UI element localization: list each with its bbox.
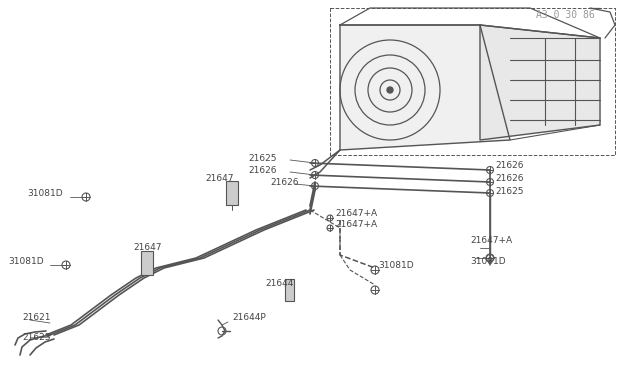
Bar xyxy=(226,181,238,205)
Text: 21623: 21623 xyxy=(22,334,51,343)
Circle shape xyxy=(387,87,393,93)
Bar xyxy=(285,279,294,301)
Text: 21626: 21626 xyxy=(495,160,524,170)
Bar xyxy=(141,251,153,275)
Text: 21625: 21625 xyxy=(495,186,524,196)
Text: A3 0 30 86: A3 0 30 86 xyxy=(536,10,595,20)
Text: 21625: 21625 xyxy=(248,154,276,163)
Text: 21626: 21626 xyxy=(270,177,298,186)
Text: 31081D: 31081D xyxy=(470,257,506,266)
Text: 21647+A: 21647+A xyxy=(335,219,377,228)
Polygon shape xyxy=(340,25,510,150)
Text: 21644: 21644 xyxy=(265,279,293,288)
Text: 21647+A: 21647+A xyxy=(335,208,377,218)
Text: 21647: 21647 xyxy=(134,244,163,253)
Text: 31081D: 31081D xyxy=(378,260,413,269)
Text: 21647: 21647 xyxy=(205,173,234,183)
Text: 21647+A: 21647+A xyxy=(470,235,512,244)
Text: 21626: 21626 xyxy=(495,173,524,183)
Text: 21644P: 21644P xyxy=(232,314,266,323)
Text: 21621: 21621 xyxy=(22,314,51,323)
Text: 31081D: 31081D xyxy=(27,189,63,198)
Text: 31081D: 31081D xyxy=(8,257,44,266)
Polygon shape xyxy=(480,25,600,140)
Text: 21626: 21626 xyxy=(248,166,276,174)
